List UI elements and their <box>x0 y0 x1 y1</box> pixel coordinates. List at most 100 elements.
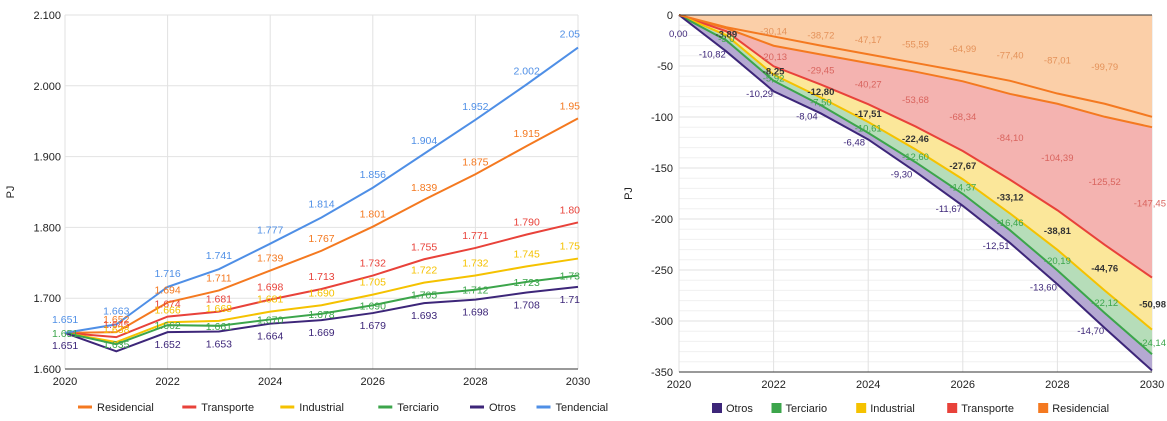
right-data-label-industrial: -8,25 <box>763 66 785 77</box>
left-series-line-terciario <box>64 274 579 346</box>
left-y-tick-label: 2.100 <box>33 10 61 22</box>
left-data-label-tendencial: 1.741 <box>206 250 232 262</box>
left-data-label-industrial: 1.690 <box>308 287 334 299</box>
right-data-label-otros: -6,48 <box>843 137 865 148</box>
left-data-label-tendencial: 1.904 <box>411 135 437 147</box>
left-y-tick-label: 1.700 <box>33 293 61 305</box>
left-y-axis-label: PJ <box>5 186 17 199</box>
right-data-label-transporte: -40,27 <box>855 80 882 91</box>
right-legend-label-otros: Otros <box>726 403 753 415</box>
right-data-label-transporte: -29,45 <box>807 66 834 77</box>
left-data-label-otros: 1.664 <box>257 331 283 343</box>
right-x-tick-label: 2024 <box>856 379 880 391</box>
left-data-label-industrial: 1.705 <box>360 277 386 289</box>
left-data-label-tendencial: 1.651 <box>52 314 78 326</box>
right-data-label-residencial: -99,79 <box>1091 62 1118 73</box>
left-data-label-tendencial: 1.716 <box>154 268 180 280</box>
left-data-label-transporte: 1.681 <box>206 294 232 306</box>
left-y-tick-label: 1.900 <box>33 152 61 164</box>
right-data-label-terciario: -10,61 <box>855 123 882 134</box>
left-data-label-terciario: 1.723 <box>514 277 540 289</box>
right-data-label-residencial: -47,17 <box>855 35 882 46</box>
left-legend-label-transporte: Transporte <box>201 402 254 414</box>
right-y-tick-label: -200 <box>651 214 673 226</box>
left-y-tick-label: 1.600 <box>33 364 61 376</box>
left-data-label-industrial: 1.732 <box>462 258 488 270</box>
right-x-tick-label: 2022 <box>761 379 785 391</box>
right-data-label-residencial: -77,40 <box>997 50 1024 61</box>
right-area-line-residencial <box>678 14 1153 129</box>
left-data-label-tendencial: 2.002 <box>514 65 540 77</box>
right-legend-swatch-terciario <box>771 403 782 413</box>
right-data-label-residencial: -38,72 <box>807 31 834 42</box>
right-data-label-industrial: -33,12 <box>997 193 1024 204</box>
right-data-label-otros: 0,00 <box>669 29 688 40</box>
right-x-tick-label: 2020 <box>667 379 691 391</box>
right-area-line-transporte <box>678 14 1153 279</box>
right-data-label-otros: -10,29 <box>746 89 773 100</box>
left-data-label-otros: 1.693 <box>411 310 437 322</box>
right-data-label-transporte: -84,10 <box>997 133 1024 144</box>
left-data-label-transporte: 1.713 <box>308 271 334 283</box>
left-data-label-terciario: 1.678 <box>308 309 334 321</box>
right-data-label-industrial: -27,67 <box>949 161 976 172</box>
right-area-band-transporte <box>679 15 1152 278</box>
right-data-label-transporte: -104,39 <box>1041 153 1073 164</box>
right-legend-swatch-residencial <box>1038 403 1049 413</box>
right-x-tick-label: 2026 <box>951 379 975 391</box>
left-x-tick-label: 2030 <box>566 376 590 388</box>
right-data-label-terciario: -20,19 <box>1044 256 1071 267</box>
right-y-tick-label: -250 <box>651 265 673 277</box>
left-data-label-transporte: 1.755 <box>411 241 437 253</box>
left-legend-label-tendencial: Tendencial <box>556 402 609 414</box>
left-y-tick-label: 1.800 <box>33 222 61 234</box>
left-legend-label-residencial: Residencial <box>97 402 154 414</box>
left-data-label-industrial: 1.75 <box>560 241 581 253</box>
left-data-label-tendencial: 1.856 <box>360 169 386 181</box>
right-data-label-terciario: -22,12 <box>1091 298 1118 309</box>
left-data-label-tendencial: 1.814 <box>308 198 334 210</box>
left-series-line-industrial <box>64 257 579 344</box>
left-data-label-otros: 1.71 <box>560 294 581 306</box>
right-data-label-industrial: -22,46 <box>902 134 929 145</box>
right-data-label-terciario: -24,14 <box>1139 338 1166 349</box>
left-data-label-residencial: 1.739 <box>257 253 283 265</box>
left-y-tick-label: 2.000 <box>33 81 61 93</box>
right-legend-swatch-industrial <box>856 403 867 413</box>
right-legend-label-transporte: Transporte <box>961 403 1014 415</box>
left-data-label-otros: 1.651 <box>52 340 78 352</box>
left-data-label-residencial: 1.915 <box>514 128 540 140</box>
left-data-label-tendencial: 1.952 <box>462 101 488 113</box>
right-data-label-otros: -8,04 <box>796 111 818 122</box>
left-data-label-terciario: 1.662 <box>154 320 180 332</box>
left-series-line-tendencial <box>64 46 579 334</box>
right-data-label-industrial: -44,76 <box>1091 264 1118 275</box>
right-data-label-otros: -9,30 <box>891 170 913 181</box>
left-data-label-residencial: 1.801 <box>360 209 386 221</box>
left-legend-label-industrial: Industrial <box>299 402 344 414</box>
right-y-axis-label: PJ <box>623 187 635 200</box>
left-data-label-terciario: 1.705 <box>411 290 437 302</box>
right-data-label-otros: -14,70 <box>1077 326 1104 337</box>
left-data-label-otros: 1.669 <box>308 327 334 339</box>
right-data-label-industrial: -50,98 <box>1139 300 1166 311</box>
right-y-tick-label: -150 <box>651 163 673 175</box>
left-data-label-terciario: 1.635 <box>103 339 129 351</box>
left-x-tick-label: 2024 <box>258 376 282 388</box>
right-legend-label-residencial: Residencial <box>1052 403 1109 415</box>
left-data-label-industrial: 1.681 <box>257 294 283 306</box>
left-data-label-terciario: 1.73 <box>560 271 581 283</box>
right-data-label-otros: -11,67 <box>936 204 962 215</box>
left-data-label-transporte: 1.674 <box>154 299 180 311</box>
left-data-label-industrial: 1.666 <box>154 304 180 316</box>
right-data-label-industrial: -3,89 <box>715 29 737 40</box>
right-data-label-otros: -12,51 <box>983 241 1010 252</box>
left-data-label-residencial: 1.694 <box>154 284 180 296</box>
right-legend-swatch-otros <box>712 403 722 413</box>
right-data-label-otros: -10,82 <box>699 49 726 60</box>
right-data-label-residencial: -87,01 <box>1044 55 1071 66</box>
left-data-label-terciario: 1.670 <box>257 314 283 326</box>
right-area-line-otros <box>678 14 1153 372</box>
